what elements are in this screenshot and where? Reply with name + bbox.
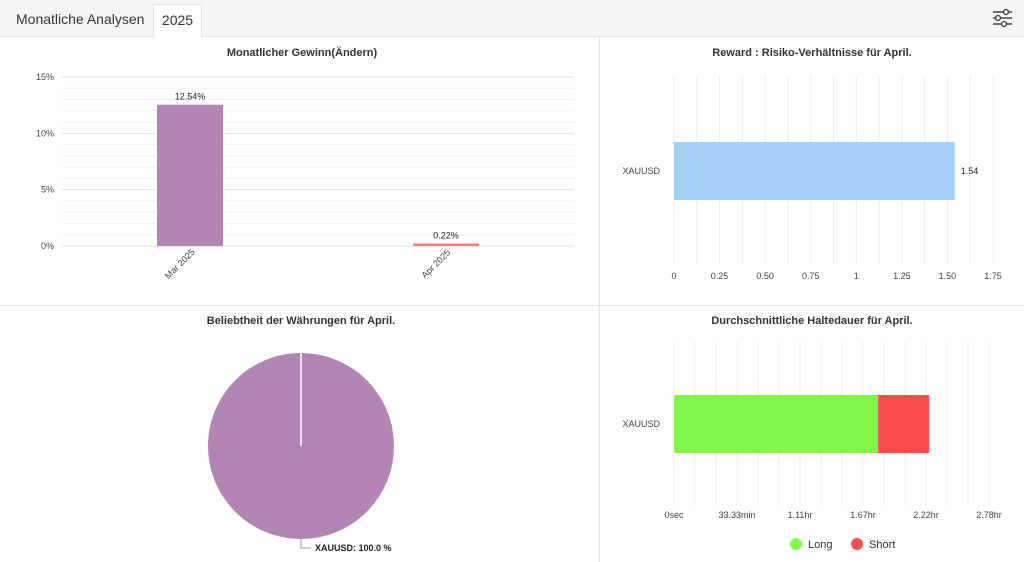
bar — [674, 142, 955, 200]
header-bar: Monatliche Analysen 2025 — [0, 0, 1024, 37]
y-tick-label: XAUUSD — [622, 419, 660, 429]
x-tick-label: 0.50 — [756, 271, 774, 281]
reward-risk-chart: Reward : Risiko-Verhältnisse für April. … — [622, 47, 1002, 281]
x-tick-label: 1.25 — [893, 271, 911, 281]
label-leader-line — [300, 539, 311, 549]
page-title: Monatliche Analysen — [16, 11, 145, 27]
y-tick-label: XAUUSD — [622, 166, 660, 176]
x-tick-label: Apr 2025 — [419, 247, 452, 280]
currency-popularity-panel: Beliebtheit der Währungen für April. XAU… — [0, 306, 599, 562]
y-tick-label: 0% — [41, 241, 54, 251]
chart-title: Reward : Risiko-Verhältnisse für April. — [712, 47, 911, 59]
holding-time-chart: Durchschnittliche Haltedauer für April. … — [622, 315, 1002, 551]
panel-divider-vertical — [599, 37, 600, 562]
bar-segment — [878, 395, 930, 453]
x-tick-label: 0sec — [664, 510, 684, 520]
bar — [413, 243, 479, 246]
x-tick-label: 1 — [854, 271, 859, 281]
x-tick-label: 1.75 — [984, 271, 1002, 281]
slice-label: XAUUSD: 100.0 % — [315, 543, 392, 553]
chart-title: Beliebtheit der Währungen für April. — [207, 315, 395, 327]
chart-title: Monatlicher Gewinn(Ändern) — [227, 46, 378, 59]
x-tick-label: 0.25 — [711, 271, 729, 281]
sliders-icon — [993, 8, 1012, 28]
x-tick-label: 1.50 — [939, 271, 957, 281]
tab-year[interactable]: 2025 — [153, 4, 202, 37]
y-tick-label: 5% — [41, 185, 54, 195]
legend-marker — [851, 538, 863, 550]
settings-button[interactable] — [988, 6, 1016, 30]
bar-segment — [674, 395, 879, 453]
y-tick-label: 15% — [36, 72, 54, 82]
x-tick-label: 0.75 — [802, 271, 820, 281]
y-tick-label: 10% — [36, 128, 54, 138]
x-tick-label: 1.11hr — [788, 510, 813, 520]
legend-label: Short — [869, 539, 895, 551]
legend-marker — [790, 538, 802, 550]
x-tick-label: 2.78hr — [976, 510, 1002, 520]
chart-title: Durchschnittliche Haltedauer für April. — [711, 315, 912, 327]
data-label: 1.54 — [961, 166, 979, 176]
holding-time-panel: Durchschnittliche Haltedauer für April. … — [600, 306, 1024, 562]
panel-divider-horizontal — [0, 305, 1024, 306]
reward-risk-panel: Reward : Risiko-Verhältnisse für April. … — [600, 38, 1024, 305]
bar — [157, 104, 223, 246]
monthly-profit-chart: Monatlicher Gewinn(Ändern) 0% 5% 10% 15% 12.… — [36, 46, 574, 281]
legend-label: Long — [808, 539, 832, 551]
x-tick-label: Mar 2025 — [163, 247, 197, 281]
x-tick-label: 33.33min — [718, 510, 755, 520]
data-label: 0.22% — [433, 231, 459, 241]
data-label: 12.54% — [175, 92, 206, 102]
x-tick-label: 1.67hr — [850, 510, 876, 520]
x-tick-label: 0 — [671, 271, 676, 281]
monthly-profit-panel: Monatlicher Gewinn(Ändern) 0% 5% 10% 15% 12.… — [0, 38, 599, 305]
x-tick-label: 2.22hr — [913, 510, 939, 520]
currency-popularity-chart: Beliebtheit der Währungen für April. XAU… — [207, 315, 395, 553]
